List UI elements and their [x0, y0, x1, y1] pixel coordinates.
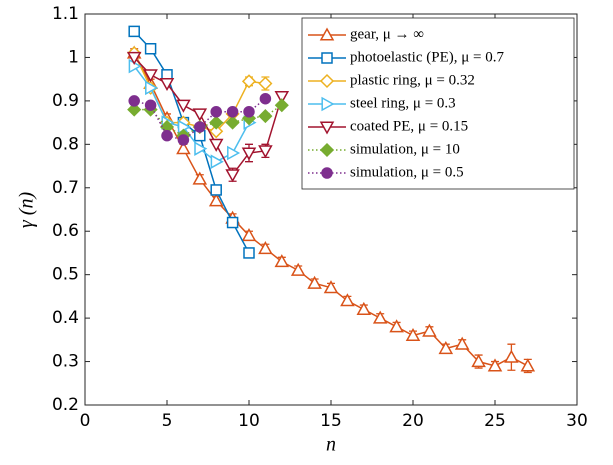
marker: [161, 129, 173, 142]
marker: [241, 147, 257, 161]
marker: [504, 349, 519, 363]
marker: [209, 124, 224, 139]
marker: [290, 262, 306, 276]
marker: [241, 74, 257, 89]
marker: [323, 280, 339, 294]
legend-label: simulation, μ = 10: [350, 141, 460, 157]
x-tick-label: 20: [402, 411, 424, 431]
x-tick-label: 25: [484, 411, 506, 431]
marker: [243, 247, 255, 259]
marker: [127, 102, 142, 117]
marker: [210, 184, 222, 196]
marker: [192, 108, 208, 122]
x-tick-label: 10: [238, 411, 260, 431]
series-line: [133, 56, 283, 177]
y-tick-label: 0.6: [52, 221, 79, 241]
marker: [128, 95, 140, 107]
marker: [258, 109, 273, 124]
marker: [258, 76, 273, 91]
x-tick-label: 15: [320, 411, 342, 431]
series-line: [134, 104, 283, 137]
marker: [454, 336, 470, 350]
legend-box: [301, 17, 575, 190]
marker: [241, 228, 257, 242]
marker: [176, 141, 191, 155]
legend-label: simulation, μ = 0.5: [350, 164, 464, 180]
y-tick-label: 0.3: [52, 352, 79, 372]
marker: [274, 90, 290, 105]
marker: [307, 275, 322, 289]
marker: [274, 98, 289, 113]
y-tick-label: 0.8: [52, 134, 79, 154]
marker: [225, 115, 240, 130]
marker: [208, 138, 224, 152]
marker: [438, 340, 454, 355]
marker: [258, 145, 273, 159]
legend-label: gear, μ → ∞: [350, 26, 424, 42]
marker: [319, 142, 335, 158]
marker: [226, 216, 239, 229]
marker: [274, 254, 290, 268]
marker: [319, 121, 335, 135]
marker: [258, 241, 273, 255]
marker: [177, 134, 190, 146]
marker: [144, 43, 157, 55]
marker: [321, 52, 333, 64]
marker: [422, 323, 437, 337]
y-tick-label: 1: [68, 47, 79, 67]
marker: [487, 358, 503, 372]
y-axis-label: γ (n): [16, 192, 38, 229]
marker: [209, 115, 224, 130]
marker: [159, 77, 175, 92]
x-tick-label: 5: [162, 411, 173, 431]
legend-label: coated PE, μ = 0.15: [350, 118, 468, 134]
marker: [356, 301, 372, 315]
marker: [194, 121, 206, 133]
marker: [321, 96, 335, 112]
marker: [227, 145, 241, 161]
x-tick-label: 30: [566, 411, 588, 431]
marker: [192, 171, 208, 185]
marker: [520, 358, 536, 372]
x-tick-label: 0: [80, 411, 91, 431]
marker: [321, 167, 333, 179]
legend-label: plastic ring, μ = 0.32: [350, 72, 475, 88]
marker: [405, 327, 421, 342]
marker: [208, 193, 224, 207]
marker: [210, 154, 224, 169]
marker: [340, 293, 355, 307]
marker: [210, 106, 222, 118]
marker: [226, 106, 239, 118]
legend-label: steel ring, μ = 0.3: [350, 95, 456, 111]
marker: [372, 310, 388, 324]
x-axis-label: n: [326, 434, 336, 456]
marker: [194, 141, 208, 156]
marker: [145, 80, 159, 96]
marker: [143, 69, 158, 83]
marker: [128, 25, 140, 38]
marker: [471, 354, 486, 368]
y-tick-label: 0.5: [52, 265, 79, 285]
y-tick-label: 0.2: [52, 395, 79, 415]
marker: [243, 106, 255, 118]
marker: [319, 73, 335, 89]
marker: [319, 27, 335, 41]
marker: [176, 99, 191, 113]
marker: [259, 92, 272, 105]
y-tick-label: 1.1: [52, 4, 79, 24]
y-tick-label: 0.4: [52, 308, 79, 328]
legend-label: photoelastic (PE), μ = 0.7: [350, 49, 504, 65]
marker: [126, 51, 142, 65]
marker: [389, 319, 404, 333]
marker: [225, 169, 240, 183]
y-tick-label: 0.7: [52, 178, 79, 198]
marker: [144, 99, 157, 111]
y-tick-label: 0.9: [52, 91, 79, 111]
